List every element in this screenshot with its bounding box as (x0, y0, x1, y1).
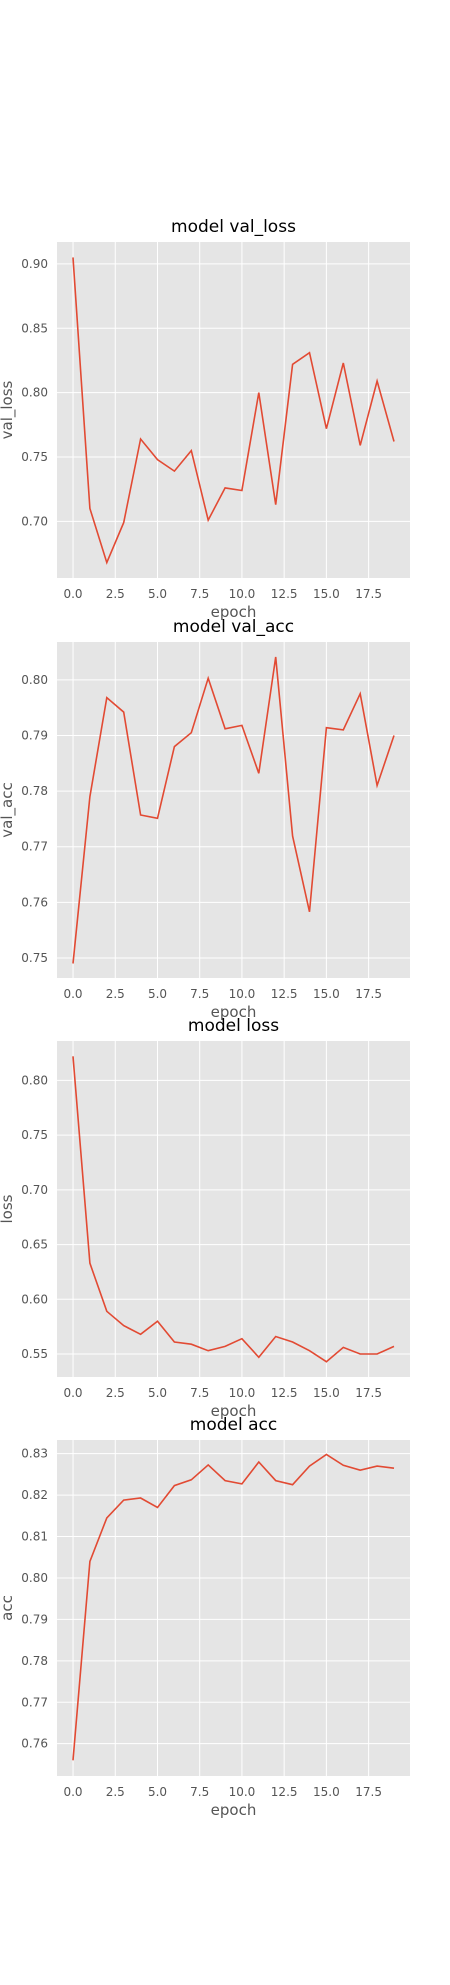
chart-1: 0.0 2.5 5.0 7.5 10.0 12.5 15.0 17.5 0.70 0.75 0.80… (0, 217, 410, 621)
chart-3: 0.0 2.5 5.0 7.5 10.0 12.5 15.0 17.5 0.55 0.60 0.65… (0, 1016, 410, 1420)
x-tick-label: 12.5 (271, 1386, 298, 1400)
y-tick-label: 0.60 (21, 1292, 48, 1306)
y-tick-label: 0.80 (21, 1571, 48, 1585)
series-line (72, 656, 395, 964)
x-axis-label: epoch (211, 603, 257, 621)
x-tick-label: 2.5 (106, 587, 125, 601)
y-tick-label: 0.82 (21, 1488, 48, 1502)
plot-area (57, 242, 410, 578)
x-tick-label: 12.5 (271, 987, 298, 1001)
chart-title: model acc (190, 1415, 277, 1435)
y-tick-label: 0.70 (21, 514, 48, 528)
y-tick-label: 0.77 (21, 1695, 48, 1709)
x-tick-label: 15.0 (313, 987, 340, 1001)
x-tick-label: 10.0 (229, 1785, 256, 1799)
chart-4: 0.0 2.5 5.0 7.5 10.0 12.5 15.0 17.5 0.76 0.77 0.78… (0, 1415, 410, 1819)
x-tick-label: 0.0 (63, 1785, 82, 1799)
chart-title: model val_loss (171, 217, 296, 237)
x-tick-label: 5.0 (148, 587, 167, 601)
x-tick-label: 0.0 (63, 1386, 82, 1400)
plot-area (57, 1440, 410, 1776)
x-tick-label: 7.5 (190, 1785, 209, 1799)
x-tick-label: 15.0 (313, 1386, 340, 1400)
x-tick-label: 0.0 (63, 987, 82, 1001)
y-tick-label: 0.75 (21, 951, 48, 965)
x-tick-label: 17.5 (355, 987, 382, 1001)
x-tick-label: 0.0 (63, 587, 82, 601)
y-tick-label: 0.65 (21, 1238, 48, 1252)
x-tick-label: 17.5 (355, 1785, 382, 1799)
y-axis-label: acc (0, 1595, 16, 1621)
x-tick-label: 17.5 (355, 1386, 382, 1400)
x-tick-label: 5.0 (148, 1785, 167, 1799)
y-axis-label: val_loss (0, 380, 17, 439)
y-tick-label: 0.80 (21, 1073, 48, 1087)
y-tick-label: 0.77 (21, 840, 48, 854)
x-tick-label: 5.0 (148, 1386, 167, 1400)
x-tick-label: 10.0 (229, 587, 256, 601)
x-tick-label: 10.0 (229, 987, 256, 1001)
y-tick-label: 0.75 (21, 1128, 48, 1142)
chart-title: model val_acc (173, 617, 294, 637)
y-axis-label: val_acc (0, 782, 17, 837)
x-tick-label: 2.5 (106, 987, 125, 1001)
y-tick-label: 0.78 (21, 784, 48, 798)
plot-area (57, 1041, 410, 1377)
y-tick-label: 0.85 (21, 321, 48, 335)
y-tick-label: 0.79 (21, 728, 48, 742)
y-axis-label: loss (0, 1194, 16, 1223)
y-tick-label: 0.70 (21, 1183, 48, 1197)
series-line (72, 1453, 395, 1761)
x-tick-label: 7.5 (190, 1386, 209, 1400)
y-tick-label: 0.75 (21, 450, 48, 464)
y-tick-label: 0.79 (21, 1612, 48, 1626)
x-tick-label: 17.5 (355, 587, 382, 601)
y-tick-label: 0.76 (21, 1737, 48, 1751)
y-tick-label: 0.80 (21, 673, 48, 687)
x-axis-label: epoch (211, 1402, 257, 1420)
x-tick-label: 2.5 (106, 1386, 125, 1400)
series-line (72, 257, 395, 565)
x-axis-label: epoch (211, 1801, 257, 1819)
x-tick-label: 2.5 (106, 1785, 125, 1799)
y-tick-label: 0.78 (21, 1654, 48, 1668)
chart-2: 0.0 2.5 5.0 7.5 10.0 12.5 15.0 17.5 0.75 0.76 0.77… (0, 617, 410, 1021)
y-tick-label: 0.83 (21, 1447, 48, 1461)
plot-area (57, 642, 410, 978)
x-tick-label: 5.0 (148, 987, 167, 1001)
y-tick-label: 0.81 (21, 1530, 48, 1544)
chart-title: model loss (188, 1016, 279, 1036)
y-tick-label: 0.90 (21, 257, 48, 271)
x-tick-label: 12.5 (271, 587, 298, 601)
x-tick-label: 15.0 (313, 1785, 340, 1799)
x-axis-label: epoch (211, 1003, 257, 1021)
x-tick-label: 10.0 (229, 1386, 256, 1400)
y-tick-label: 0.55 (21, 1347, 48, 1361)
series-line (72, 1056, 395, 1363)
x-tick-label: 15.0 (313, 587, 340, 601)
y-tick-label: 0.80 (21, 386, 48, 400)
x-tick-label: 12.5 (271, 1785, 298, 1799)
y-tick-label: 0.76 (21, 895, 48, 909)
x-tick-label: 7.5 (190, 987, 209, 1001)
x-tick-label: 7.5 (190, 587, 209, 601)
